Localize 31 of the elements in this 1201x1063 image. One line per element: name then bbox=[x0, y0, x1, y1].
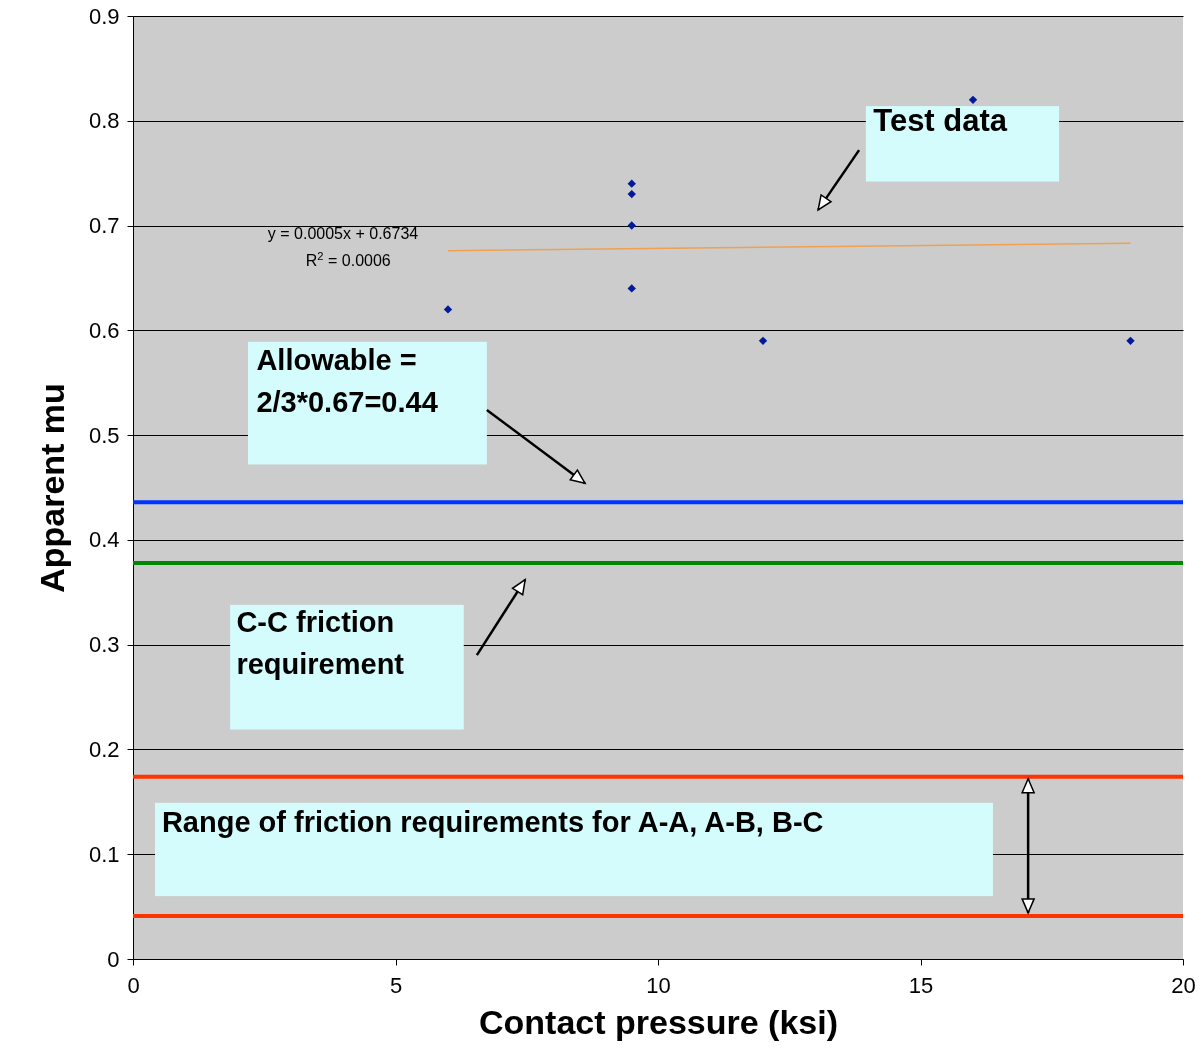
y-tick-label: 0 bbox=[107, 946, 120, 972]
point bbox=[627, 284, 636, 293]
x-tick-label: 20 bbox=[1171, 972, 1196, 998]
y-tick-label: 0.2 bbox=[88, 736, 120, 762]
point bbox=[968, 95, 978, 105]
point bbox=[627, 189, 636, 199]
x-tick-label: 0 bbox=[127, 972, 140, 998]
point bbox=[627, 179, 636, 188]
x-tick-label: 10 bbox=[646, 972, 671, 998]
point bbox=[443, 305, 453, 314]
x-axis-title: Contact pressure (ksi) bbox=[479, 1002, 838, 1041]
annotation: y = 0.0005x + 0.6734 bbox=[267, 225, 419, 243]
point bbox=[758, 336, 768, 345]
annotation: Range of friction requirements for A-A, A-B, B-C bbox=[161, 806, 824, 839]
y-tick-label: 0.1 bbox=[88, 841, 120, 867]
y-tick-label: 0.9 bbox=[88, 3, 120, 29]
point bbox=[1126, 336, 1135, 345]
y-tick-label: 0.4 bbox=[88, 527, 120, 553]
y-axis-title: Apparent mu bbox=[32, 383, 71, 593]
y-tick-label: 0.6 bbox=[88, 317, 120, 343]
y-tick-label: 0.8 bbox=[88, 108, 120, 134]
x-tick-label: 5 bbox=[389, 972, 403, 998]
y-tick-label: 0.7 bbox=[88, 213, 120, 239]
annotation: Test data bbox=[873, 103, 1008, 139]
y-tick-label: 0.3 bbox=[88, 632, 120, 658]
y-tick-label: 0.5 bbox=[88, 422, 120, 448]
point bbox=[627, 221, 636, 230]
annotation: Allowable = 2/3*0.67=0.44 bbox=[256, 344, 438, 419]
x-tick-label: 15 bbox=[908, 972, 934, 998]
annotation: R$^{2}$ = 0.0006 bbox=[305, 250, 391, 270]
annotation: C-C friction requirement bbox=[236, 606, 405, 681]
